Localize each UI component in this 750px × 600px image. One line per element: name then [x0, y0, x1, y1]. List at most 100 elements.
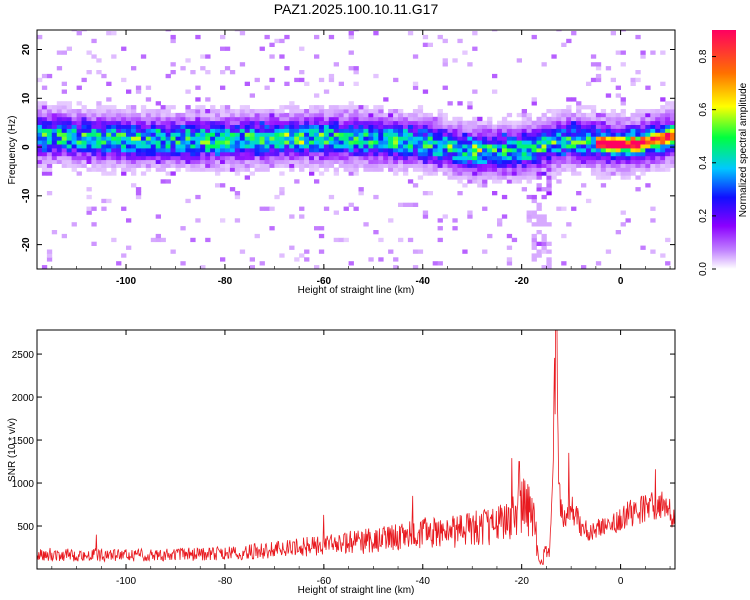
heatmap-cell [37, 136, 43, 141]
heatmap-cell [620, 171, 626, 176]
heatmap-cell [328, 163, 335, 168]
heatmap-cell [432, 148, 438, 153]
heatmap-cell [150, 116, 157, 122]
heatmap-cell [274, 163, 280, 168]
heatmap-cell [452, 120, 458, 125]
heatmap-cell [56, 101, 63, 106]
heatmap-cell [180, 159, 186, 164]
heatmap-cell [314, 93, 320, 98]
heatmap-cell [66, 109, 72, 114]
heatmap-cell [170, 140, 176, 145]
heatmap-cell [660, 144, 666, 149]
heatmap-cell [299, 132, 305, 137]
heatmap-cell [516, 148, 522, 153]
heatmap-cell [328, 151, 335, 157]
heatmap-cell [135, 136, 142, 141]
heatmap-cell [660, 136, 666, 141]
heatmap-cell [595, 112, 602, 118]
heatmap-cell [309, 128, 315, 133]
heatmap-cell [41, 124, 48, 129]
heatmap-cell [417, 140, 424, 145]
heatmap-cell [61, 116, 67, 122]
heatmap-cell [615, 116, 621, 122]
heatmap-cell [595, 159, 602, 164]
heatmap-cell [229, 112, 236, 118]
heatmap-cell [56, 151, 63, 157]
heatmap-cell [71, 136, 77, 141]
heatmap-cell [437, 155, 443, 161]
heatmap-cell [111, 116, 117, 122]
heatmap-cell [437, 226, 443, 231]
heatmap-cell [185, 167, 191, 172]
heatmap-cell [417, 151, 424, 157]
heatmap-cell [442, 155, 448, 161]
heatmap-cell [259, 148, 265, 153]
heatmap-cell [165, 112, 171, 118]
heatmap-cell [190, 116, 196, 122]
heatmap-cell [131, 144, 137, 149]
heatmap-cell [279, 140, 285, 145]
heatmap-cell [546, 124, 552, 129]
heatmap-cell [487, 132, 493, 137]
heatmap-cell [571, 116, 577, 122]
heatmap-cell [338, 151, 344, 157]
heatmap-cell [338, 124, 344, 129]
heatmap-cell [506, 257, 513, 262]
heatmap-cell [650, 151, 656, 157]
heatmap-cell [299, 109, 305, 114]
heatmap-cell [220, 124, 226, 129]
heatmap-cell [239, 109, 246, 114]
heatmap-cell [269, 148, 275, 153]
heatmap-cell [541, 163, 547, 168]
heatmap-cell [665, 148, 671, 153]
heatmap-cell [66, 163, 72, 168]
heatmap-cell [160, 167, 166, 172]
heatmap-cell [294, 124, 300, 129]
heatmap-cell [279, 144, 285, 149]
heatmap-cell [605, 93, 612, 98]
heatmap-cell [472, 116, 478, 122]
heatmap-cell [605, 163, 612, 168]
heatmap-cell [536, 253, 542, 258]
heatmap-cell [571, 171, 577, 176]
heatmap-cell [452, 226, 458, 231]
heatmap-cell [170, 105, 176, 110]
heatmap-cell [645, 144, 651, 149]
heatmap-cell [660, 97, 666, 102]
heatmap-cell [487, 151, 493, 157]
heatmap-cell [467, 159, 473, 164]
heatmap-cell [620, 132, 626, 137]
heatmap-cell [442, 62, 448, 67]
snr-y-tick-label: 2500 [12, 350, 35, 361]
heatmap-cell [160, 112, 166, 118]
heatmap-cell [358, 163, 364, 168]
heatmap-cell [140, 132, 147, 137]
heatmap-cell [111, 155, 117, 161]
heatmap-cell [393, 257, 399, 262]
heatmap-cell [195, 97, 201, 102]
heatmap-cell [630, 128, 636, 133]
heatmap-cell [556, 179, 562, 184]
heatmap-cell [318, 159, 325, 164]
heatmap-cell [200, 265, 206, 269]
heatmap-cell [234, 144, 241, 149]
heatmap-cell [482, 159, 488, 164]
heatmap-cell [501, 136, 508, 141]
heatmap-cell [398, 202, 404, 207]
heatmap-cell [531, 148, 537, 153]
heatmap-cell [462, 120, 468, 125]
heatmap-cell [358, 109, 364, 114]
heatmap-cell [407, 163, 414, 168]
heatmap-cell [541, 116, 547, 122]
heatmap-cell [655, 136, 661, 141]
heatmap-cell [477, 175, 483, 180]
heatmap-cell [477, 151, 483, 157]
heatmap-cell [620, 30, 626, 32]
heatmap-cell [442, 151, 448, 157]
snr-x-tick-label: 0 [618, 576, 624, 587]
heatmap-cell [378, 257, 384, 262]
heatmap-cell [437, 140, 443, 145]
heatmap-cell [145, 85, 152, 90]
heatmap-cell [239, 167, 246, 172]
heatmap-cell [462, 136, 468, 141]
